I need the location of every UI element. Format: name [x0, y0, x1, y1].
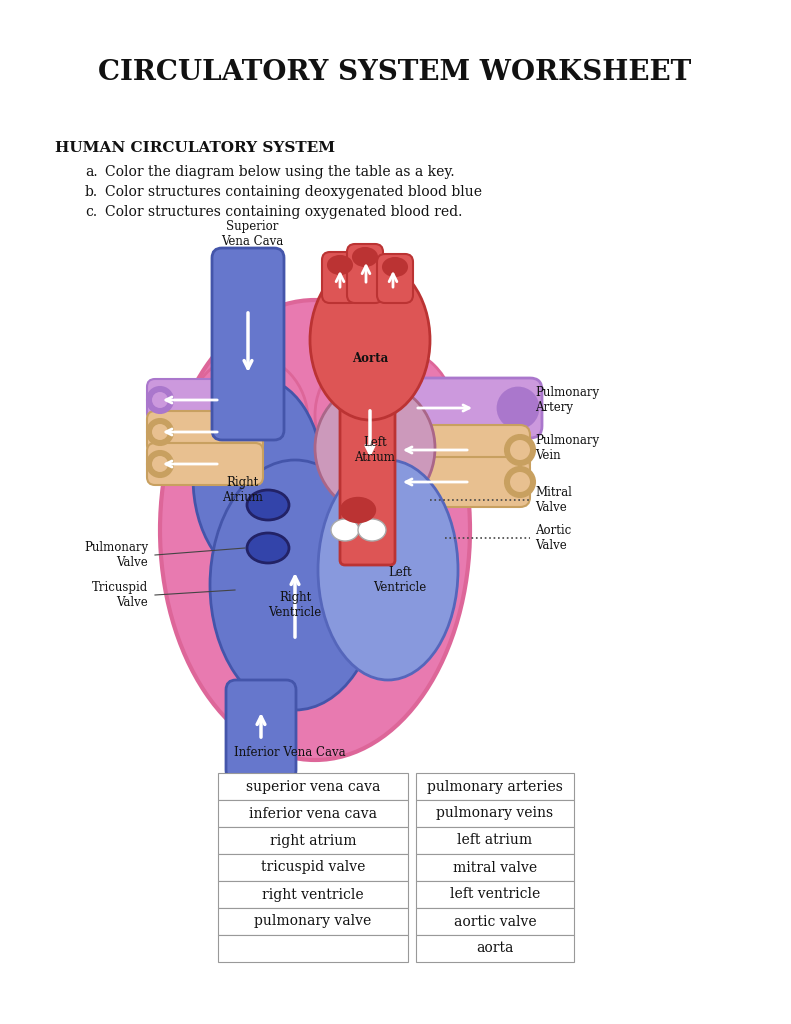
Ellipse shape [505, 467, 535, 497]
Text: left atrium: left atrium [457, 834, 532, 848]
Text: tricuspid valve: tricuspid valve [261, 860, 365, 874]
FancyBboxPatch shape [147, 411, 263, 453]
Bar [416, 881, 574, 908]
Bar [416, 800, 574, 827]
Ellipse shape [318, 460, 458, 680]
FancyBboxPatch shape [147, 443, 263, 485]
Ellipse shape [152, 424, 168, 440]
Text: pulmonary arteries: pulmonary arteries [427, 779, 563, 794]
Text: Left
Atrium: Left Atrium [354, 436, 396, 464]
Bar [416, 773, 574, 800]
Ellipse shape [210, 460, 380, 710]
Text: Pulmonary
Artery: Pulmonary Artery [535, 386, 599, 414]
Bar [218, 827, 408, 854]
Text: Aortic
Valve: Aortic Valve [535, 524, 571, 552]
FancyBboxPatch shape [377, 254, 413, 303]
Ellipse shape [315, 345, 455, 485]
Bar [416, 935, 574, 962]
Bar [218, 773, 408, 800]
Text: Color structures containing oxygenated blood red.: Color structures containing oxygenated b… [105, 205, 463, 219]
Ellipse shape [498, 388, 538, 428]
Ellipse shape [160, 300, 470, 760]
Bar [416, 908, 574, 935]
Text: HUMAN CIRCULATORY SYSTEM: HUMAN CIRCULATORY SYSTEM [55, 141, 335, 155]
Text: b.: b. [85, 185, 98, 199]
FancyBboxPatch shape [226, 680, 296, 780]
FancyBboxPatch shape [212, 248, 284, 440]
Text: pulmonary valve: pulmonary valve [255, 914, 372, 929]
Text: Tricuspid
Valve: Tricuspid Valve [92, 581, 148, 609]
Text: aorta: aorta [476, 941, 513, 955]
Text: Inferior Vena Cava: Inferior Vena Cava [234, 745, 346, 759]
Ellipse shape [247, 534, 289, 563]
Bar [218, 800, 408, 827]
Text: right atrium: right atrium [270, 834, 356, 848]
FancyBboxPatch shape [147, 379, 263, 421]
Bar [218, 854, 408, 881]
Ellipse shape [152, 392, 168, 408]
FancyBboxPatch shape [322, 252, 358, 303]
Text: Right
Atrium: Right Atrium [221, 476, 263, 504]
Ellipse shape [193, 378, 323, 578]
Text: pulmonary veins: pulmonary veins [437, 807, 554, 820]
Text: Aorta: Aorta [352, 351, 388, 365]
FancyBboxPatch shape [340, 375, 395, 565]
FancyBboxPatch shape [380, 425, 530, 475]
Ellipse shape [353, 248, 377, 266]
Ellipse shape [358, 519, 386, 541]
Text: Color the diagram below using the table as a key.: Color the diagram below using the table … [105, 165, 455, 179]
Bar [218, 908, 408, 935]
Bar [218, 881, 408, 908]
Ellipse shape [147, 419, 173, 445]
Bar [218, 935, 408, 962]
Ellipse shape [147, 387, 173, 413]
Text: right ventricle: right ventricle [262, 888, 364, 901]
Text: Pulmonary
Valve: Pulmonary Valve [84, 541, 148, 569]
FancyBboxPatch shape [347, 244, 383, 303]
Ellipse shape [383, 258, 407, 276]
Text: Pulmonary
Vein: Pulmonary Vein [535, 434, 599, 462]
Ellipse shape [510, 472, 530, 492]
Text: Mitral
Valve: Mitral Valve [535, 486, 572, 514]
Bar [416, 854, 574, 881]
Text: CIRCULATORY SYSTEM WORKSHEET: CIRCULATORY SYSTEM WORKSHEET [98, 58, 691, 85]
Text: aortic valve: aortic valve [454, 914, 536, 929]
Text: c.: c. [85, 205, 97, 219]
Text: mitral valve: mitral valve [453, 860, 537, 874]
Ellipse shape [152, 456, 168, 472]
Text: Superior
Vena Cava: Superior Vena Cava [221, 220, 283, 248]
FancyBboxPatch shape [380, 457, 530, 507]
Ellipse shape [340, 498, 376, 522]
Ellipse shape [188, 355, 308, 485]
Text: Color structures containing deoxygenated blood blue: Color structures containing deoxygenated… [105, 185, 482, 199]
Text: superior vena cava: superior vena cava [246, 779, 380, 794]
Ellipse shape [147, 451, 173, 477]
Text: Left
Ventricle: Left Ventricle [373, 566, 426, 594]
Ellipse shape [505, 435, 535, 465]
Text: Right
Ventricle: Right Ventricle [268, 591, 322, 618]
Ellipse shape [328, 256, 352, 274]
Ellipse shape [247, 490, 289, 520]
Ellipse shape [310, 260, 430, 420]
Ellipse shape [315, 383, 435, 513]
Ellipse shape [331, 519, 359, 541]
FancyBboxPatch shape [363, 378, 542, 438]
Text: left ventricle: left ventricle [450, 888, 540, 901]
Text: a.: a. [85, 165, 97, 179]
Bar [416, 827, 574, 854]
Ellipse shape [510, 440, 530, 460]
Text: inferior vena cava: inferior vena cava [249, 807, 377, 820]
